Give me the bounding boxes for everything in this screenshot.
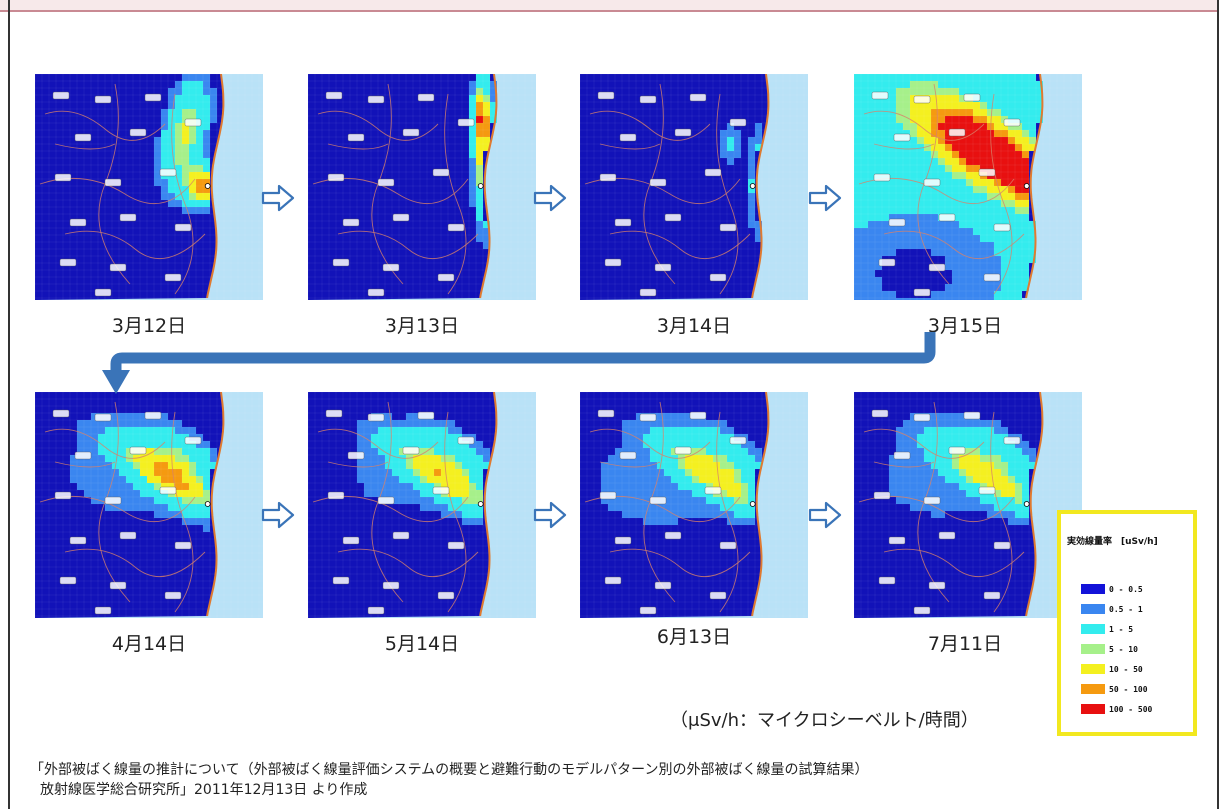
map-panel-7 xyxy=(580,392,808,618)
date-label-2: 3月13日 xyxy=(384,315,460,337)
right-arrow-icon xyxy=(808,501,842,529)
legend-item: 10 - 50 xyxy=(1081,663,1143,675)
date-label-5: 4月14日 xyxy=(111,633,187,655)
dose-map-jul11 xyxy=(854,392,1082,618)
legend-item: 50 - 100 xyxy=(1081,683,1148,695)
right-arrow-icon xyxy=(261,184,295,212)
legend-item: 100 - 500 xyxy=(1081,703,1152,715)
legend-label: 0.5 - 1 xyxy=(1109,604,1143,614)
map-panel-4 xyxy=(854,74,1082,300)
date-label-6: 5月14日 xyxy=(384,633,460,655)
right-arrow-icon xyxy=(533,184,567,212)
map-panel-8 xyxy=(854,392,1082,618)
date-label-1: 3月12日 xyxy=(111,315,187,337)
legend-swatch xyxy=(1081,624,1105,634)
legend-item: 5 - 10 xyxy=(1081,643,1138,655)
legend-item: 0.5 - 1 xyxy=(1081,603,1143,615)
legend-label: 1 - 5 xyxy=(1109,624,1134,634)
map-panel-1 xyxy=(35,74,263,300)
dose-map-apr14 xyxy=(35,392,263,618)
slide-frame xyxy=(8,0,1219,809)
legend-label: 50 - 100 xyxy=(1109,684,1148,694)
legend-label: 5 - 10 xyxy=(1109,644,1138,654)
legend-swatch xyxy=(1081,684,1105,694)
source-citation: 「外部被ばく線量の推計について（外部被ばく線量評価システムの概要と避難行動のモデ… xyxy=(30,760,868,800)
dose-map-mar12 xyxy=(35,74,263,300)
legend-item: 1 - 5 xyxy=(1081,623,1133,635)
date-label-3: 3月14日 xyxy=(656,315,732,337)
legend-label: 0 - 0.5 xyxy=(1109,584,1143,594)
source-line-2: 放射線医学総合研究所」2011年12月13日 より作成 xyxy=(40,782,368,798)
legend-swatch xyxy=(1081,664,1105,674)
unit-note: （μSv/h：マイクロシーベルト/時間） xyxy=(670,710,979,731)
legend-title: 実効線量率 [uSv/h] xyxy=(1067,537,1158,547)
legend-item: 0 - 0.5 xyxy=(1081,583,1143,595)
map-panel-2 xyxy=(308,74,536,300)
right-arrow-icon xyxy=(533,501,567,529)
source-line-1: 「外部被ばく線量の推計について（外部被ばく線量評価システムの概要と避難行動のモデ… xyxy=(30,762,869,778)
legend-swatch xyxy=(1081,644,1105,654)
legend-label: 100 - 500 xyxy=(1109,704,1153,714)
right-arrow-icon xyxy=(808,184,842,212)
map-panel-5 xyxy=(35,392,263,618)
date-label-7: 6月13日 xyxy=(656,626,732,648)
legend-label: 10 - 50 xyxy=(1109,664,1143,674)
map-panel-6 xyxy=(308,392,536,618)
legend-swatch xyxy=(1081,704,1105,714)
map-panel-3 xyxy=(580,74,808,300)
legend-swatch xyxy=(1081,584,1105,594)
right-arrow-icon xyxy=(261,501,295,529)
date-label-4: 3月15日 xyxy=(927,315,1003,337)
legend-swatch xyxy=(1081,604,1105,614)
dose-map-may14 xyxy=(308,392,536,618)
header-band xyxy=(0,0,1219,12)
row-connector-arrow xyxy=(102,332,936,394)
dose-map-mar15 xyxy=(854,74,1082,300)
dose-map-jun13 xyxy=(580,392,808,618)
dose-map-mar13 xyxy=(308,74,536,300)
date-label-8: 7月11日 xyxy=(927,633,1003,655)
legend-box: 実効線量率 [uSv/h] 0 - 0.5 0.5 - 1 1 - 5 5 - … xyxy=(1057,510,1197,736)
dose-map-mar14 xyxy=(580,74,808,300)
